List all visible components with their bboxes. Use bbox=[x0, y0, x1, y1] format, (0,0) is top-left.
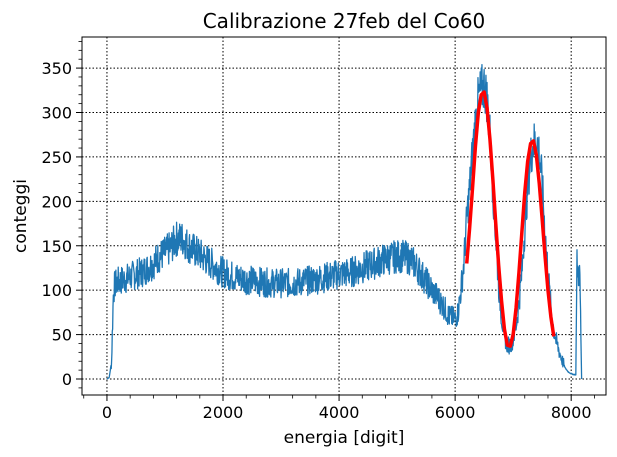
plot-frame bbox=[81, 36, 607, 396]
y-tick-label: 350 bbox=[41, 59, 72, 78]
y-tick-label: 100 bbox=[41, 281, 72, 300]
plot-background bbox=[82, 37, 606, 395]
x-tick-label: 8000 bbox=[551, 403, 592, 422]
series-layer bbox=[106, 64, 583, 380]
x-tick-label: 2000 bbox=[203, 403, 244, 422]
y-tick-label: 250 bbox=[41, 148, 72, 167]
y-tick-label: 150 bbox=[41, 237, 72, 256]
x-tick-label: 4000 bbox=[319, 403, 360, 422]
y-tick-label: 0 bbox=[62, 370, 72, 389]
fit-line bbox=[464, 90, 556, 348]
y-tick-label: 300 bbox=[41, 104, 72, 123]
x-tick-label: 6000 bbox=[435, 403, 476, 422]
y-axis-label: conteggi bbox=[11, 179, 31, 253]
grid bbox=[82, 37, 606, 395]
axes: 0 2000 4000 6000 8000 0 50 100 150 200 250 300 350 bbox=[41, 41, 595, 422]
x-tick-label: 0 bbox=[102, 403, 112, 422]
x-axis-label: energia [digit] bbox=[284, 428, 405, 448]
y-tick-label: 50 bbox=[52, 326, 72, 345]
chart-title: Calibrazione 27feb del Co60 bbox=[203, 9, 486, 33]
y-tick-label: 200 bbox=[41, 192, 72, 211]
